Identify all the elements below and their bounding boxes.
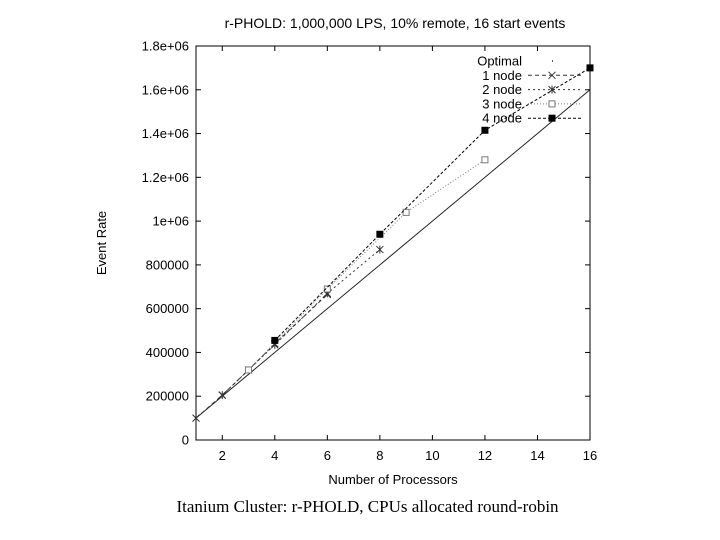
data-point xyxy=(245,366,253,374)
y-tick-label: 1e+06 xyxy=(152,214,189,229)
legend-label: 3 node xyxy=(482,96,522,111)
data-point xyxy=(548,114,556,122)
x-axis-label: Number of Processors xyxy=(328,472,458,487)
chart: r-PHOLD: 1,000,000 LPS, 10% remote, 16 s… xyxy=(94,15,598,487)
legend-label: 4 node xyxy=(482,111,522,126)
series-2-node xyxy=(218,245,384,400)
x-tick-label: 2 xyxy=(219,448,226,463)
x-tick-label: 4 xyxy=(271,448,278,463)
data-point xyxy=(481,126,489,134)
chart-title: r-PHOLD: 1,000,000 LPS, 10% remote, 16 s… xyxy=(225,15,566,31)
legend-label: 2 node xyxy=(482,82,522,97)
y-tick-label: 1.8e+06 xyxy=(142,39,189,54)
x-tick-label: 16 xyxy=(583,448,597,463)
y-tick-label: 1.4e+06 xyxy=(142,126,189,141)
data-point xyxy=(548,85,556,94)
series-line xyxy=(195,89,591,419)
y-tick-label: 1.2e+06 xyxy=(142,170,189,185)
figure-caption: Itanium Cluster: r-PHOLD, CPUs allocated… xyxy=(176,497,559,516)
y-axis-label: Event Rate xyxy=(94,211,109,275)
y-tick-label: 600000 xyxy=(146,301,189,316)
x-tick-label: 6 xyxy=(324,448,331,463)
x-tick-label: 14 xyxy=(530,448,544,463)
legend-label: 1 node xyxy=(482,68,522,83)
x-tick-label: 12 xyxy=(478,448,492,463)
x-tick-label: 8 xyxy=(376,448,383,463)
y-tick-label: 0 xyxy=(182,433,189,448)
series-4-node xyxy=(271,64,594,344)
data-point xyxy=(192,414,200,422)
data-point xyxy=(548,71,556,80)
data-point xyxy=(548,100,556,108)
axis-ticks: 2 4 6 8 10 12 14 16 0 200000 400000 600000 800000 1e+… xyxy=(142,39,598,464)
series-3-node xyxy=(245,156,489,374)
data-point xyxy=(271,336,279,344)
y-tick-label: 1.6e+06 xyxy=(142,82,189,97)
series-line xyxy=(248,159,486,371)
y-tick-label: 800000 xyxy=(146,257,189,272)
series-line xyxy=(274,67,591,341)
data-point xyxy=(218,391,227,400)
data-point xyxy=(323,285,331,293)
data-point xyxy=(376,230,384,238)
data-point xyxy=(481,156,489,164)
plot-frame xyxy=(195,45,591,441)
y-tick-label: 400000 xyxy=(146,345,189,360)
y-tick-label: 200000 xyxy=(146,389,189,404)
data-point xyxy=(586,64,594,72)
series-layer xyxy=(192,64,594,422)
data-point xyxy=(402,208,410,216)
series-optimal xyxy=(195,89,591,419)
data-point xyxy=(376,245,384,254)
legend-label: Optimal xyxy=(477,54,522,69)
x-tick-label: 10 xyxy=(425,448,439,463)
